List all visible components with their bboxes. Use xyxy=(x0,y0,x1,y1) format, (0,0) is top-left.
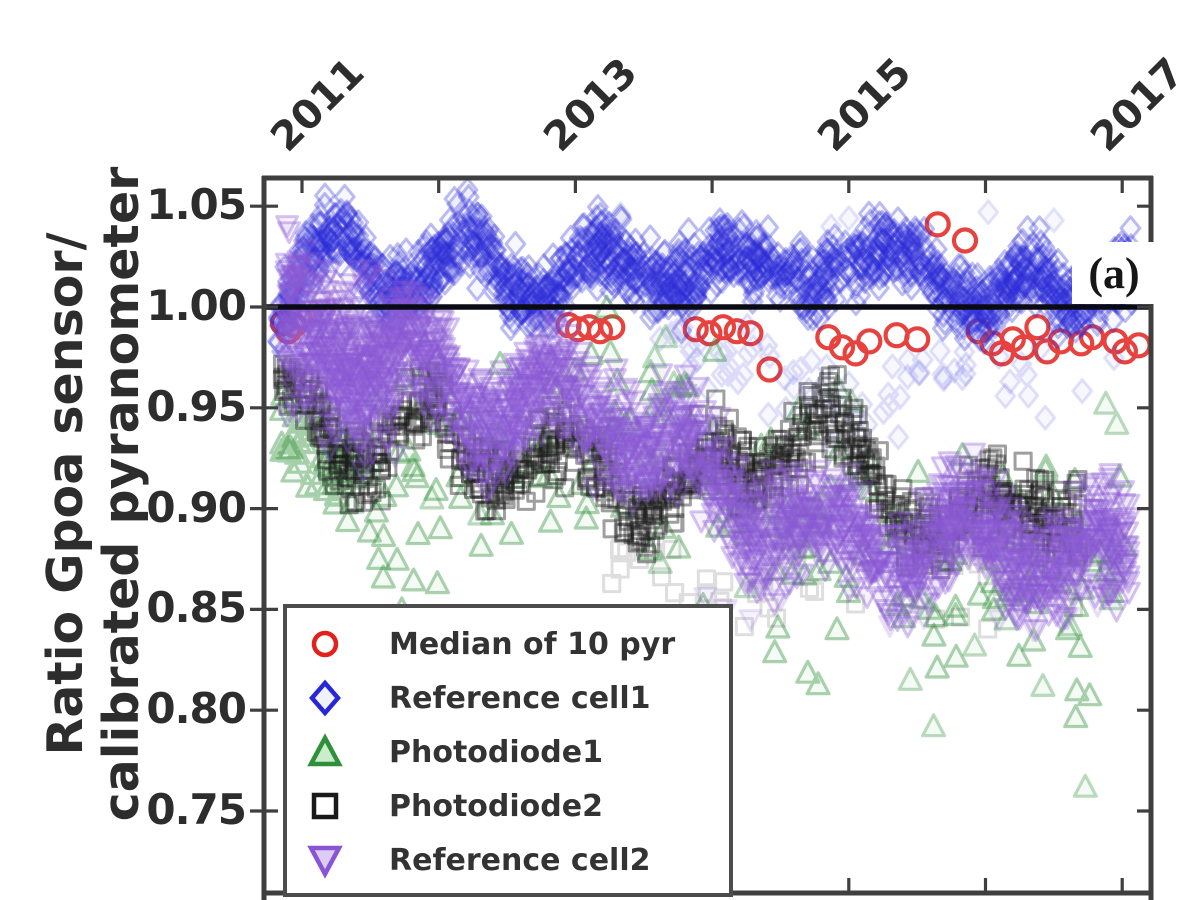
legend-item-reference-cell2: Reference cell2 xyxy=(287,833,729,887)
y-tick-label-0.95: 0.95 xyxy=(146,381,247,431)
diamond-marker-icon xyxy=(309,679,341,717)
series-photodiode2 xyxy=(272,354,1108,639)
y-tick-label-0.75: 0.75 xyxy=(146,785,247,834)
panel-annotation: (a) xyxy=(1072,242,1156,304)
y-axis-title-line1: Ratio Gpoa sensor/ xyxy=(37,232,94,756)
y-axis-title-line2: calibrated pyranometer xyxy=(93,166,150,822)
series-photodiode1 xyxy=(269,294,1137,798)
triangle-down-marker-icon xyxy=(307,845,343,879)
y-tick-label-0.85: 0.85 xyxy=(146,583,247,633)
triangle-up-marker-icon xyxy=(307,733,343,767)
circle-marker-icon xyxy=(311,630,339,658)
legend-item-median-of-10-pyr: Median of 10 pyr xyxy=(287,617,729,671)
panel-annotation-text: (a) xyxy=(1088,248,1140,298)
legend-item-photodiode2: Photodiode2 xyxy=(287,779,729,833)
legend-item-reference-cell1: Reference cell1 xyxy=(287,671,729,725)
y-axis-title: Ratio Gpoa sensor/ calibrated pyranomete… xyxy=(37,136,150,852)
legend-label: Reference cell1 xyxy=(389,680,651,716)
legend-label: Median of 10 pyr xyxy=(389,626,676,662)
y-tick-label-0.90: 0.90 xyxy=(146,482,247,532)
series-reference-cell2 xyxy=(273,215,1141,643)
legend-label: Reference cell2 xyxy=(389,842,651,878)
legend-label: Photodiode2 xyxy=(389,788,603,824)
legend-label: Photodiode1 xyxy=(389,734,603,770)
legend-item-photodiode1: Photodiode1 xyxy=(287,725,729,779)
y-tick-label-1.05: 1.05 xyxy=(146,180,247,230)
legend: Median of 10 pyr Reference cell1 Photodi… xyxy=(283,604,733,897)
series-median-of-10-pyr xyxy=(269,211,1149,383)
series-reference-cell1 xyxy=(267,180,1143,456)
square-marker-icon xyxy=(311,792,339,820)
y-tick-label-0.80: 0.80 xyxy=(146,684,247,734)
y-tick-label-1.00: 1.00 xyxy=(146,281,247,330)
